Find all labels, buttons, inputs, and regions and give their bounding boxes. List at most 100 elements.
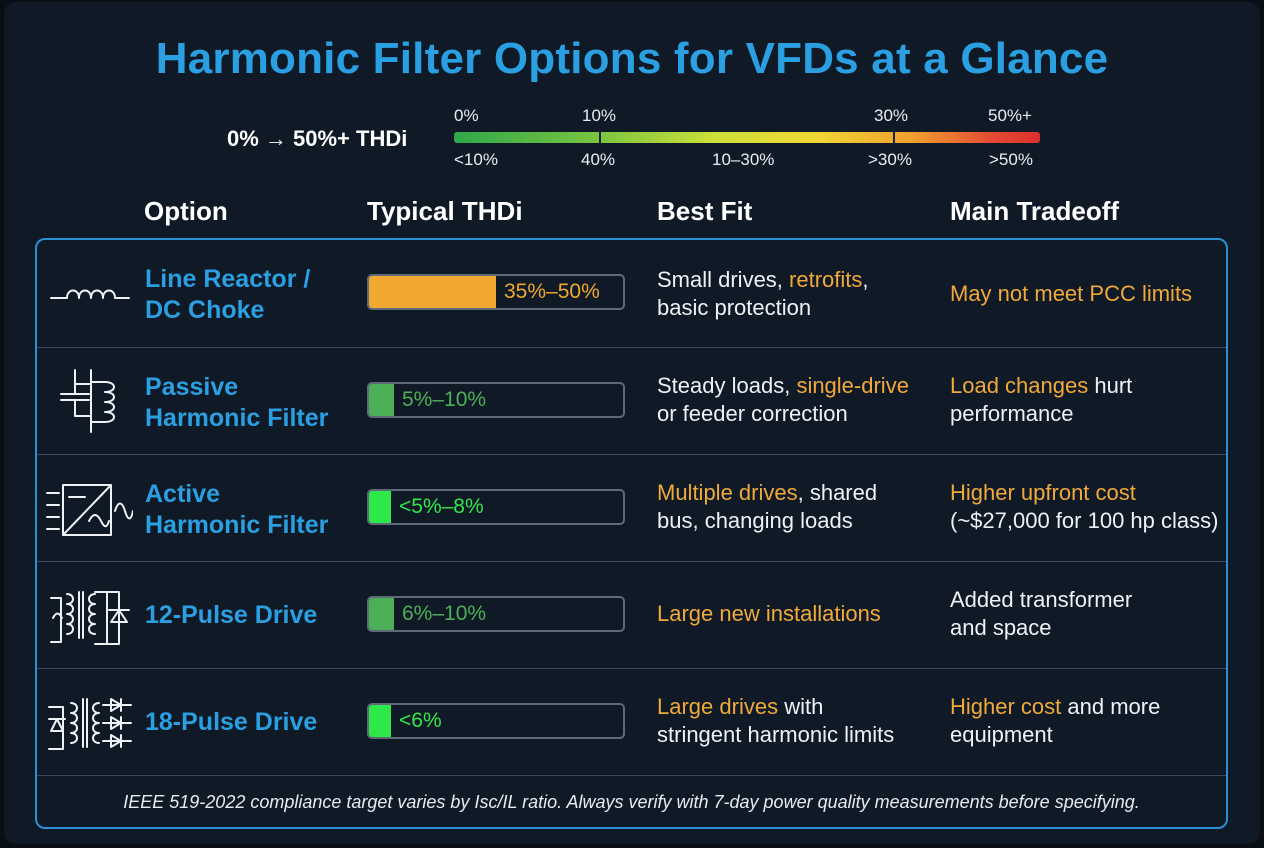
scale-top-label: 0% bbox=[454, 106, 479, 125]
option-name: 12-Pulse Drive bbox=[145, 601, 318, 629]
highlighted-text: Load changes bbox=[950, 373, 1089, 398]
cell-text: equipment bbox=[950, 722, 1053, 747]
column-header-option: Option bbox=[144, 196, 228, 226]
scale-top-label: 50%+ bbox=[988, 106, 1032, 125]
cell-line: Large drives with bbox=[657, 693, 894, 721]
thdi-value-label: 35%–50% bbox=[504, 280, 600, 303]
tradeoff-cell: Higher upfront cost (~$27,000 for 100 hp … bbox=[950, 479, 1218, 535]
cell-text: with bbox=[778, 694, 824, 719]
row-divider bbox=[37, 561, 1226, 562]
cell-text: stringent harmonic limits bbox=[657, 722, 895, 747]
table-row: Active Harmonic Filter <5%–8% Multiple dr… bbox=[37, 455, 1226, 562]
best-fit-cell: Large drives with stringent harmonic limi… bbox=[657, 693, 894, 749]
cell-text: , shared bbox=[797, 480, 878, 505]
table-row: Passive Harmonic Filter 5%–10% Steady loa… bbox=[37, 348, 1226, 455]
cell-line: Small drives, retrofits, bbox=[657, 266, 869, 294]
cell-text: or feeder correction bbox=[657, 401, 848, 426]
scale-bottom-label: 40% bbox=[581, 150, 616, 169]
thdi-bar-fill bbox=[369, 276, 496, 308]
cell-line: bus, changing loads bbox=[657, 507, 877, 535]
cell-text: hurt bbox=[1088, 373, 1133, 398]
cell-text: bus, changing loads bbox=[657, 508, 853, 533]
thdi-value-label: <5%–8% bbox=[399, 495, 484, 518]
thdi-value-label: 6%–10% bbox=[402, 602, 487, 625]
column-header-tradeoff: Main Tradeoff bbox=[950, 196, 1120, 226]
tradeoff-cell: May not meet PCC limits bbox=[950, 280, 1192, 308]
thdi-bar: 5%–10% bbox=[367, 382, 625, 418]
scale-tick-30 bbox=[893, 130, 895, 145]
cell-line: Steady loads, single-drive bbox=[657, 372, 909, 400]
highlighted-text: single-drive bbox=[796, 373, 909, 398]
tradeoff-cell: Higher cost and more equipment bbox=[950, 693, 1160, 749]
highlighted-text: May not meet PCC limits bbox=[950, 281, 1193, 306]
cell-line: or feeder correction bbox=[657, 400, 909, 428]
option-name: 18-Pulse Drive bbox=[145, 708, 318, 736]
inductor-coil-icon bbox=[45, 256, 133, 332]
best-fit-cell: Small drives, retrofits, basic protection bbox=[657, 266, 869, 322]
row-divider bbox=[37, 668, 1226, 669]
cell-line: May not meet PCC limits bbox=[950, 280, 1192, 308]
table-row: 12-Pulse Drive 6%–10% Large new installa… bbox=[37, 562, 1226, 669]
table-row: 18-Pulse Drive <6% Large drives with stri… bbox=[37, 669, 1226, 776]
tradeoff-cell: Added transformer and space bbox=[950, 586, 1132, 642]
scale-bottom-label: >30% bbox=[868, 150, 912, 169]
highlighted-text: Higher upfront cost bbox=[950, 480, 1136, 505]
highlighted-text: retrofits bbox=[789, 267, 863, 292]
cell-text: and more bbox=[1061, 694, 1161, 719]
cell-line: and space bbox=[950, 614, 1132, 642]
thdi-bar-fill bbox=[369, 491, 391, 523]
cell-line: performance bbox=[950, 400, 1132, 428]
thdi-bar-fill bbox=[369, 705, 391, 737]
row-divider bbox=[37, 454, 1226, 455]
thdi-value-label: 5%–10% bbox=[402, 388, 487, 411]
comparison-table: Line Reactor / DC Choke 35%–50% Small dri… bbox=[35, 238, 1228, 829]
thdi-bar: <5%–8% bbox=[367, 489, 625, 525]
footer-note: IEEE 519-2022 compliance target varies b… bbox=[123, 792, 1140, 812]
table-row: Line Reactor / DC Choke 35%–50% Small dri… bbox=[37, 240, 1226, 347]
cell-line: Load changes hurt bbox=[950, 372, 1132, 400]
lc-filter-icon bbox=[45, 364, 133, 440]
thdi-value-label: <6% bbox=[399, 709, 442, 732]
cell-line: Higher upfront cost bbox=[950, 479, 1218, 507]
cell-line: equipment bbox=[950, 721, 1160, 749]
cell-text: basic protection bbox=[657, 295, 812, 320]
twelve-pulse-transformer-icon bbox=[45, 578, 133, 654]
option-name: Line Reactor / DC Choke bbox=[145, 265, 311, 324]
scale-top-label: 10% bbox=[582, 106, 617, 125]
cell-text: (~$27,000 for 100 hp class) bbox=[950, 508, 1219, 533]
active-filter-icon bbox=[45, 471, 133, 547]
thdi-bar: <6% bbox=[367, 703, 625, 739]
thdi-bar: 35%–50% bbox=[367, 274, 625, 310]
best-fit-cell: Steady loads, single-drive or feeder corr… bbox=[657, 372, 909, 428]
cell-text: Steady loads, bbox=[657, 373, 797, 398]
thdi-bar: 6%–10% bbox=[367, 596, 625, 632]
cell-line: (~$27,000 for 100 hp class) bbox=[950, 507, 1218, 535]
option-name: Active Harmonic Filter bbox=[145, 480, 329, 539]
thdi-bar-fill bbox=[369, 384, 394, 416]
column-header-best-fit: Best Fit bbox=[657, 196, 753, 226]
cell-line: Multiple drives, shared bbox=[657, 479, 877, 507]
thdi-gradient-scale bbox=[454, 132, 1040, 143]
page-title: Harmonic Filter Options for VFDs at a Gl… bbox=[155, 34, 1109, 83]
scale-top-label: 30% bbox=[874, 106, 909, 125]
cell-line: stringent harmonic limits bbox=[657, 721, 894, 749]
column-header-thdi: Typical THDi bbox=[367, 196, 523, 226]
highlighted-text: Large new installations bbox=[657, 601, 881, 626]
cell-line: Large new installations bbox=[657, 600, 881, 628]
thdi-bar-fill bbox=[369, 598, 394, 630]
tradeoff-cell: Load changes hurt performance bbox=[950, 372, 1132, 428]
scale-bottom-label: <10% bbox=[454, 150, 498, 169]
scale-caption: 0% → 50%+ THDi bbox=[227, 126, 408, 151]
best-fit-cell: Multiple drives, shared bus, changing loa… bbox=[657, 479, 877, 535]
best-fit-cell: Large new installations bbox=[657, 600, 881, 628]
cell-text: performance bbox=[950, 401, 1074, 426]
cell-text: and space bbox=[950, 615, 1052, 640]
highlighted-text: Large drives bbox=[657, 694, 779, 719]
cell-line: Added transformer bbox=[950, 586, 1132, 614]
row-divider bbox=[37, 347, 1226, 348]
highlighted-text: Higher cost bbox=[950, 694, 1062, 719]
scale-bottom-label: 10–30% bbox=[712, 150, 775, 169]
scale-tick-10 bbox=[599, 130, 601, 145]
highlighted-text: Multiple drives bbox=[657, 480, 798, 505]
cell-text: Small drives, bbox=[657, 267, 790, 292]
